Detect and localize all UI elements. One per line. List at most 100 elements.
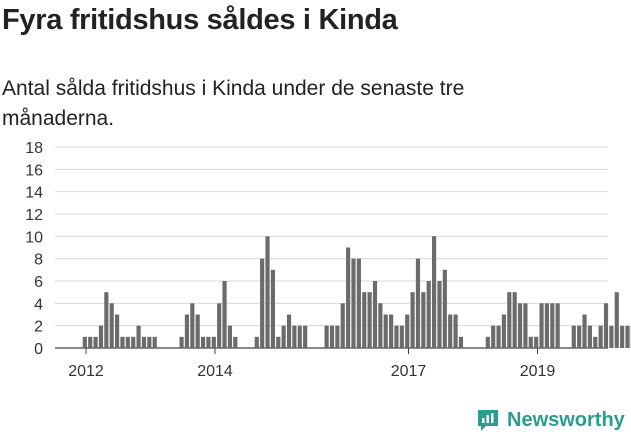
bar xyxy=(507,292,512,348)
bar xyxy=(346,247,351,348)
bars xyxy=(82,236,631,348)
bar xyxy=(109,303,114,348)
bar xyxy=(227,325,233,348)
bar xyxy=(426,281,431,348)
bar xyxy=(152,336,157,348)
bar xyxy=(329,325,335,348)
bar xyxy=(410,292,415,348)
bar xyxy=(265,236,270,348)
bar xyxy=(603,303,609,348)
bar xyxy=(571,325,576,348)
bar xyxy=(115,314,120,348)
x-tick-label: 2012 xyxy=(68,363,104,380)
bar xyxy=(340,303,345,348)
bar xyxy=(421,292,426,348)
y-tick-label: 0 xyxy=(34,341,43,358)
chart-subtitle: Antal sålda fritidshus i Kinda under de … xyxy=(2,77,465,130)
bar xyxy=(372,281,378,348)
bar xyxy=(389,314,394,348)
y-tick-label: 2 xyxy=(34,319,43,336)
bar xyxy=(437,281,442,348)
bar xyxy=(270,269,275,348)
x-tick-label: 2019 xyxy=(520,363,556,380)
bar xyxy=(98,325,104,348)
bar xyxy=(179,336,184,348)
bar xyxy=(620,325,625,348)
bar xyxy=(442,269,447,348)
chart-title: Fyra fritidshus såldes i Kinda xyxy=(2,4,398,36)
bar xyxy=(324,325,329,348)
bar xyxy=(120,336,125,348)
y-tick-label: 10 xyxy=(25,229,43,246)
bar xyxy=(356,258,361,348)
bar xyxy=(136,325,141,348)
bar xyxy=(550,303,555,348)
y-tick-label: 6 xyxy=(34,274,43,291)
bar xyxy=(195,314,200,348)
bar xyxy=(501,314,507,348)
bar xyxy=(335,325,340,348)
bar xyxy=(200,336,206,348)
bar xyxy=(625,325,630,348)
bar xyxy=(399,325,404,348)
bar xyxy=(539,303,544,348)
y-tick-label: 4 xyxy=(34,296,43,313)
y-tick-label: 8 xyxy=(34,252,43,269)
bar xyxy=(609,325,614,348)
bar xyxy=(415,258,421,348)
bar xyxy=(222,281,227,348)
bar xyxy=(544,303,549,348)
bar xyxy=(394,325,399,348)
bar xyxy=(93,336,98,348)
bar xyxy=(297,325,302,348)
bar xyxy=(292,325,297,348)
bar xyxy=(211,336,216,348)
bar xyxy=(184,314,190,348)
bar xyxy=(458,336,464,348)
bar xyxy=(260,258,265,348)
bar xyxy=(233,336,238,348)
newsworthy-logo-icon xyxy=(478,410,498,431)
y-tick-label: 16 xyxy=(25,162,43,179)
bar xyxy=(82,336,87,348)
bar xyxy=(88,336,93,348)
bar xyxy=(362,292,367,348)
bar xyxy=(217,303,222,348)
bar xyxy=(147,336,152,348)
y-tick-label: 14 xyxy=(25,185,43,202)
bar xyxy=(582,314,587,348)
bar xyxy=(432,236,437,348)
bar xyxy=(587,325,592,348)
bar xyxy=(141,336,147,348)
bar xyxy=(367,292,372,348)
bar xyxy=(378,303,383,348)
bar xyxy=(281,325,286,348)
brand-name: Newsworthy xyxy=(507,408,625,431)
bar xyxy=(276,336,281,348)
bar xyxy=(254,336,259,348)
y-tick-label: 18 xyxy=(25,140,43,157)
bar xyxy=(577,325,582,348)
bar xyxy=(598,325,603,348)
bar xyxy=(405,314,410,348)
bar xyxy=(485,336,490,348)
bar xyxy=(517,303,523,348)
grid-lines xyxy=(55,146,608,349)
bar xyxy=(351,258,356,348)
bar xyxy=(383,314,388,348)
bar xyxy=(448,314,453,348)
bar xyxy=(491,325,496,348)
bar xyxy=(286,314,292,348)
y-tick-label: 12 xyxy=(25,207,43,224)
bar xyxy=(125,336,130,348)
bar xyxy=(555,303,560,348)
bar xyxy=(523,303,528,348)
x-tick-label: 2014 xyxy=(197,363,233,380)
bar xyxy=(614,292,619,348)
bar xyxy=(496,325,501,348)
y-axis-ticks: 0 2 4 6 8 10 12 14 16 18 xyxy=(25,140,43,358)
bar xyxy=(453,314,458,348)
x-axis-ticks: 201220142017201920222024 xyxy=(68,348,556,380)
bar xyxy=(512,292,517,348)
